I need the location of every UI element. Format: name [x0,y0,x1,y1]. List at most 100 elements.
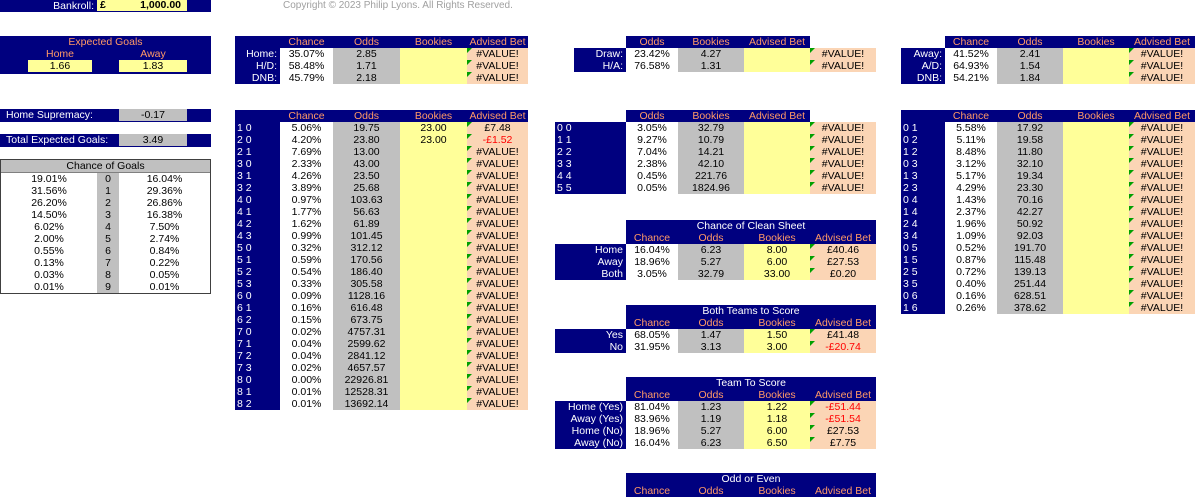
bookies-input[interactable] [1063,290,1129,302]
bookies-input[interactable] [400,398,467,410]
bookies-input[interactable] [1063,48,1129,60]
bookies-input[interactable] [1063,122,1129,134]
chance-cell: 0.33% [280,278,333,290]
header-advised-bet: Advised Bet [1129,36,1195,48]
header-bookies: Bookies [1063,36,1129,48]
bookies-input[interactable]: 6.00 [744,425,810,437]
chance-cell: 58.48% [280,60,333,72]
odds-cell: 23.50 [333,170,400,182]
bookies-input[interactable]: 1.50 [744,329,810,341]
bookies-input[interactable] [400,242,467,254]
bookies-input[interactable] [400,48,467,60]
bookies-input[interactable] [400,254,467,266]
bookies-input[interactable] [744,158,810,170]
bookies-input[interactable] [744,122,810,134]
row-label: 4 4 [555,170,626,182]
bookies-input[interactable] [744,48,810,60]
bookies-input[interactable] [744,146,810,158]
bookies-input[interactable] [1063,170,1129,182]
bookies-input[interactable] [744,170,810,182]
home-supremacy-label: Home Supremacy: [6,109,93,121]
bookies-input[interactable] [400,206,467,218]
bookies-input[interactable] [400,374,467,386]
advised-bet-cell: #VALUE! [1129,48,1195,60]
header-advised-bet: Advised Bet [467,110,528,122]
bookies-input[interactable] [1063,242,1129,254]
bookies-input[interactable] [1063,182,1129,194]
goals-count: 0 [97,173,119,185]
expected-goals-home-input[interactable]: 1.66 [28,60,92,72]
away-markets-table: Away: 41.52% 2.41 #VALUE! A/D: 64.93% 1.54 #VAL… [901,48,1195,84]
bookies-input[interactable]: 6.00 [744,256,810,268]
advised-bet-cell: #VALUE! [467,362,528,374]
chance-cell: 5.06% [280,122,333,134]
bookies-input[interactable]: 3.00 [744,341,810,353]
bookies-input[interactable] [1063,158,1129,170]
away-goal-chance: 0.05% [149,269,180,281]
odds-cell: 12528.31 [333,386,400,398]
bookies-input[interactable]: 6.50 [744,437,810,449]
odds-cell: 25.68 [333,182,400,194]
bookies-input[interactable] [400,350,467,362]
header-chance: Chance [945,36,997,48]
bookies-input[interactable] [400,182,467,194]
bookies-input[interactable] [400,362,467,374]
bookies-input[interactable] [400,302,467,314]
bookies-input[interactable] [1063,254,1129,266]
goals-count: 8 [97,269,119,281]
bookies-input[interactable] [1063,194,1129,206]
bookies-input[interactable] [400,314,467,326]
odds-cell: 616.48 [333,302,400,314]
bookies-input[interactable]: 1.18 [744,413,810,425]
bookies-input[interactable]: 8.00 [744,244,810,256]
bookies-input[interactable] [400,326,467,338]
header-odds: Odds [678,232,744,244]
bookies-input[interactable]: 23.00 [400,134,467,146]
advised-bet-cell: #VALUE! [467,242,528,254]
header-odds: Odds [626,36,678,48]
odds-cell: 5.27 [678,256,744,268]
advised-bet-cell: #VALUE! [1129,206,1195,218]
bookies-input[interactable] [400,72,467,84]
bookies-input[interactable] [400,194,467,206]
row-label: Away (No) [555,437,626,449]
bookies-input[interactable] [400,218,467,230]
odds-cell: 19.58 [997,134,1063,146]
bookies-input[interactable] [400,278,467,290]
advised-bet-cell: #VALUE! [467,314,528,326]
bookies-input[interactable] [744,60,810,72]
bookies-input[interactable] [400,230,467,242]
odds-cell: 101.45 [333,230,400,242]
bookies-input[interactable] [1063,278,1129,290]
odds-cell: 1.71 [333,60,400,72]
bookies-input[interactable]: 23.00 [400,122,467,134]
bookies-input[interactable] [400,158,467,170]
bookies-input[interactable] [400,60,467,72]
advised-bet-cell: #VALUE! [467,218,528,230]
bookies-input[interactable] [400,386,467,398]
bankroll-input[interactable]: £ 1,000.00 [97,0,187,11]
expected-goals-away-input[interactable]: 1.83 [119,60,187,72]
bookies-input[interactable] [400,170,467,182]
row-label: Yes [555,329,626,341]
bookies-input[interactable] [400,146,467,158]
advised-bet-cell: #VALUE! [1129,60,1195,72]
bookies-input[interactable] [1063,134,1129,146]
bookies-input[interactable] [1063,302,1129,314]
bookies-input[interactable] [1063,218,1129,230]
bookies-input[interactable]: 1.22 [744,401,810,413]
bookies-input[interactable] [744,134,810,146]
bookies-input[interactable] [744,182,810,194]
bookies-input[interactable] [400,266,467,278]
bookies-input[interactable] [1063,72,1129,84]
bookies-input[interactable] [1063,60,1129,72]
bookies-input[interactable] [1063,146,1129,158]
bookies-input[interactable]: 33.00 [744,268,810,280]
bookies-input[interactable] [1063,206,1129,218]
bookies-input[interactable] [1063,266,1129,278]
bookies-input[interactable] [1063,230,1129,242]
bookies-input[interactable] [400,290,467,302]
bookies-input[interactable] [400,338,467,350]
chance-cell: 81.04% [626,401,678,413]
chance-cell: 16.04% [626,437,678,449]
